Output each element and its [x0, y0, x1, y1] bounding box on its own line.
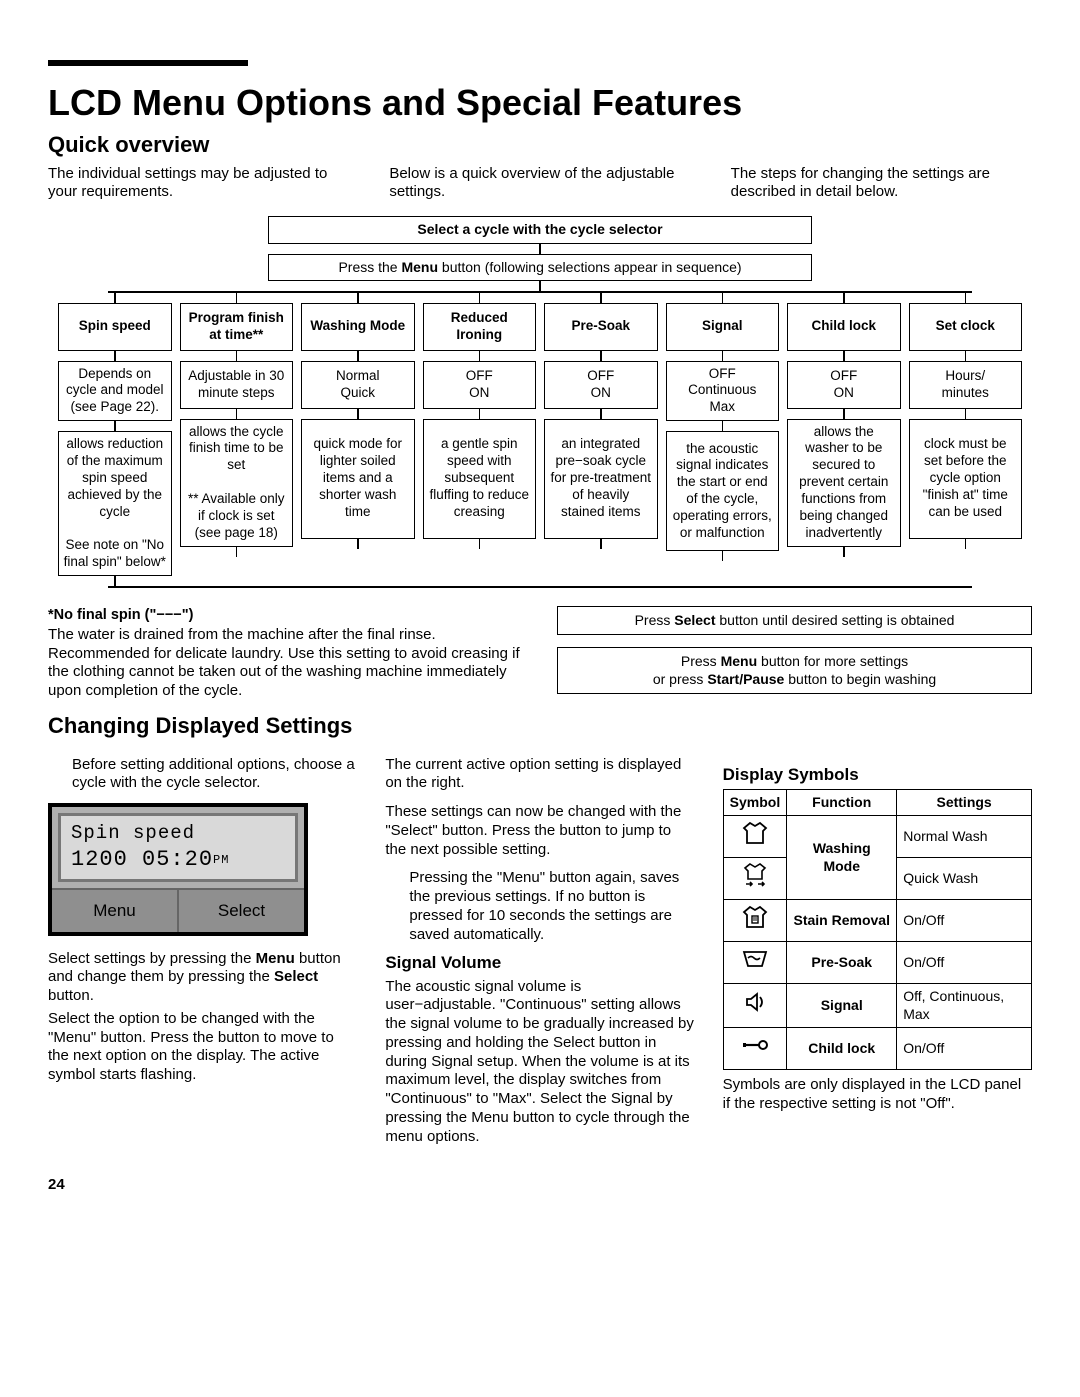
page-number: 24 — [48, 1176, 1032, 1195]
intro-columns: The individual settings may be adjusted … — [48, 165, 1032, 203]
presoak-icon — [723, 942, 787, 984]
flow-row1: Depends on cycle and model (see Page 22)… — [58, 361, 172, 422]
set-quick: Quick Wash — [897, 858, 1032, 900]
set-normal: Normal Wash — [897, 816, 1032, 858]
lcd-line1: Spin speed — [71, 822, 285, 846]
flow-step-2: Press the Menu button (following selecti… — [268, 254, 812, 282]
signal-volume-heading: Signal Volume — [385, 952, 694, 973]
page-title: LCD Menu Options and Special Features — [48, 80, 1032, 125]
fn-childlock: Child lock — [787, 1028, 897, 1070]
intro-1: The individual settings may be adjusted … — [48, 165, 349, 203]
lcd-mock: Spin speed 1200 05:20PM Menu Select — [48, 803, 308, 936]
flow-diagram: Select a cycle with the cycle selector P… — [58, 216, 1022, 588]
signal-icon — [723, 984, 787, 1028]
changing-p3: Select the option to be changed with the… — [48, 1010, 357, 1085]
shirt-arrows-icon — [723, 858, 787, 900]
childlock-icon — [723, 1028, 787, 1070]
intro-2: Below is a quick overview of the adjusta… — [389, 165, 690, 203]
quick-overview-heading: Quick overview — [48, 131, 1032, 159]
mid-3: Pressing the "Menu" button again, saves … — [409, 869, 694, 944]
lcd-menu-button[interactable]: Menu — [52, 888, 179, 931]
signal-volume-body: The acoustic signal volume is user−adjus… — [385, 978, 694, 1147]
set-childlock: On/Off — [897, 1028, 1032, 1070]
set-presoak: On/Off — [897, 942, 1032, 984]
flow-step-1: Select a cycle with the cycle selector — [268, 216, 812, 244]
changing-heading: Changing Displayed Settings — [48, 712, 1032, 740]
fn-presoak: Pre-Soak — [787, 942, 897, 984]
fn-signal: Signal — [787, 984, 897, 1028]
mid-2: These settings can now be changed with t… — [385, 803, 694, 859]
nospin-body: The water is drained from the machine af… — [48, 626, 523, 701]
th-settings: Settings — [897, 789, 1032, 816]
symbols-footer: Symbols are only displayed in the LCD pa… — [723, 1076, 1032, 1114]
top-rule — [48, 60, 248, 66]
mid-1: The current active option setting is dis… — [385, 756, 694, 794]
shirt-icon — [723, 816, 787, 858]
set-signal: Off, Continuous, Max — [897, 984, 1032, 1028]
display-symbols-heading: Display Symbols — [723, 764, 1032, 785]
changing-area: Before setting additional options, choos… — [48, 756, 1032, 1147]
fn-stain: Stain Removal — [787, 900, 897, 942]
display-symbols-table: Symbol Function Settings Washing Mode No… — [723, 789, 1032, 1071]
changing-p1: Before setting additional options, choos… — [72, 756, 357, 794]
nospin-title: *No final spin ("−−−") — [48, 606, 523, 624]
fn-washing-mode: Washing Mode — [787, 816, 897, 900]
notes-row: *No final spin ("−−−") The water is drai… — [48, 606, 1032, 707]
th-symbol: Symbol — [723, 789, 787, 816]
set-stain: On/Off — [897, 900, 1032, 942]
th-function: Function — [787, 789, 897, 816]
changing-p2: Select settings by pressing the Menu but… — [48, 950, 357, 1006]
flow-row2: allows reduction of the maximum spin spe… — [58, 431, 172, 576]
select-box: Press Select button until desired settin… — [557, 606, 1032, 636]
lcd-line2: 1200 05:20PM — [71, 846, 285, 874]
intro-3: The steps for changing the settings are … — [731, 165, 1032, 203]
lcd-select-button[interactable]: Select — [179, 888, 304, 931]
flow-columns: Spin speed Depends on cycle and model (s… — [58, 293, 1022, 587]
stain-icon — [723, 900, 787, 942]
lcd-screen: Spin speed 1200 05:20PM — [58, 813, 298, 882]
flow-header: Spin speed — [58, 303, 172, 351]
menu-box: Press Menu button for more settings or p… — [557, 647, 1032, 694]
